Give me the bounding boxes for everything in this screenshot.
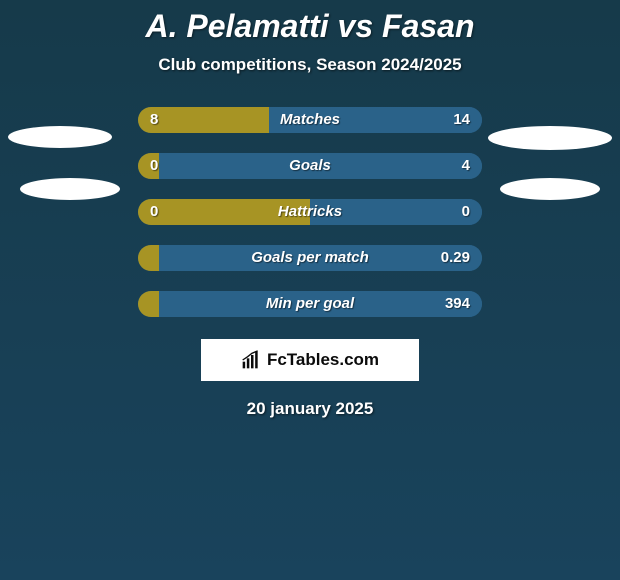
stat-bar-right (269, 107, 482, 133)
stat-bar-left (138, 291, 159, 317)
stat-bar-left (138, 245, 159, 271)
stats-container: 814Matches04Goals00Hattricks0.29Goals pe… (0, 107, 620, 317)
stat-row: 814Matches (0, 107, 620, 133)
stat-value-left: 8 (150, 107, 158, 133)
stat-bar-right (310, 199, 482, 225)
stat-bar: 814Matches (138, 107, 482, 133)
stat-value-right: 0.29 (441, 245, 470, 271)
stat-value-right: 4 (462, 153, 470, 179)
brand-badge: FcTables.com (201, 339, 419, 381)
stat-value-left: 0 (150, 199, 158, 225)
stat-bar-left (138, 199, 310, 225)
stat-value-right: 14 (453, 107, 470, 133)
subtitle: Club competitions, Season 2024/2025 (0, 55, 620, 75)
brand-text: FcTables.com (267, 350, 379, 370)
stat-bar-right (159, 291, 482, 317)
stat-bar: 00Hattricks (138, 199, 482, 225)
page-title: A. Pelamatti vs Fasan (0, 0, 620, 45)
stat-bar-right (159, 153, 482, 179)
stat-row: 04Goals (0, 153, 620, 179)
stat-bar: 0.29Goals per match (138, 245, 482, 271)
stat-row: 394Min per goal (0, 291, 620, 317)
stat-row: 00Hattricks (0, 199, 620, 225)
stat-value-right: 394 (445, 291, 470, 317)
date-label: 20 january 2025 (0, 399, 620, 419)
stat-value-right: 0 (462, 199, 470, 225)
stat-bar: 04Goals (138, 153, 482, 179)
stat-bar: 394Min per goal (138, 291, 482, 317)
stat-row: 0.29Goals per match (0, 245, 620, 271)
stat-value-left: 0 (150, 153, 158, 179)
brand-chart-icon (241, 350, 261, 370)
stat-bar-right (159, 245, 482, 271)
